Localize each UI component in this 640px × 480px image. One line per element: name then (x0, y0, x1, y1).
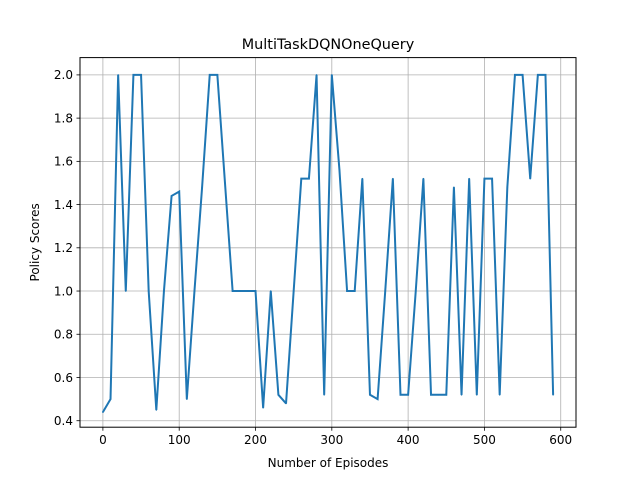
data-point (323, 393, 325, 396)
y-tick-label: 0.8 (54, 328, 73, 342)
data-point (468, 177, 470, 180)
data-point (163, 290, 165, 292)
x-tick-label: 600 (549, 433, 572, 447)
data-point (124, 290, 127, 292)
y-axis-label: Policy Scores (28, 203, 42, 281)
x-tick-label: 100 (168, 433, 191, 447)
data-point (376, 398, 379, 400)
x-axis-label: Number of Episodes (268, 456, 389, 470)
data-point (277, 393, 280, 396)
data-point (231, 290, 234, 292)
data-point (460, 393, 463, 396)
data-point (483, 177, 486, 180)
y-tick-label: 2.0 (54, 68, 73, 82)
data-point (216, 74, 219, 76)
data-point (140, 74, 142, 76)
data-point (102, 411, 104, 413)
data-point (346, 290, 348, 292)
x-tick-label: 400 (397, 433, 420, 447)
data-point (254, 290, 257, 292)
data-point (193, 290, 196, 292)
data-point (537, 74, 539, 76)
data-point (521, 74, 524, 76)
data-point (552, 393, 554, 396)
y-tick-label: 0.4 (54, 414, 73, 428)
data-point (300, 177, 303, 180)
data-point (208, 74, 211, 76)
data-point (201, 186, 203, 189)
series-line (102, 73, 555, 413)
data-point (399, 393, 402, 396)
data-point (422, 177, 425, 180)
data-point (369, 393, 371, 396)
data-point (262, 406, 264, 409)
data-point (498, 393, 501, 396)
data-point (361, 177, 364, 180)
data-point (529, 177, 532, 180)
data-point (224, 182, 226, 184)
ticks: 0 100 200 300 400 500 600 0.4 0.6 0.8 1.0 1.2 1.4 1.6… (54, 68, 572, 447)
data-point (308, 177, 310, 180)
data-point (445, 393, 448, 396)
data-point (315, 74, 318, 76)
data-point (437, 393, 440, 396)
chart-title: MultiTaskDQNOneQuery (242, 37, 415, 53)
data-point (353, 290, 356, 292)
data-point (414, 290, 417, 292)
data-point (147, 290, 150, 292)
x-tick-label: 300 (320, 433, 343, 447)
data-point (331, 74, 333, 76)
data-point (384, 290, 387, 292)
data-point (247, 290, 249, 292)
data-point (186, 398, 188, 400)
x-tick-label: 0 (99, 433, 107, 447)
data-point (453, 186, 455, 189)
x-tick-label: 500 (473, 433, 496, 447)
data-point (155, 409, 158, 411)
data-point (476, 393, 478, 396)
data-point (292, 290, 295, 292)
data-point (269, 290, 272, 292)
series-layer (102, 73, 555, 413)
data-point (392, 177, 394, 180)
y-tick-label: 1.6 (54, 155, 73, 169)
y-tick-label: 1.4 (54, 198, 73, 212)
plot-frame (79, 57, 577, 428)
x-tick-label: 200 (244, 433, 267, 447)
data-point (285, 402, 287, 405)
y-tick-label: 0.6 (54, 371, 73, 385)
y-tick-label: 1.0 (54, 284, 73, 298)
y-tick-label: 1.2 (54, 241, 73, 255)
data-point (178, 190, 180, 193)
data-point (170, 195, 173, 197)
data-point (132, 74, 135, 76)
data-point (117, 74, 119, 76)
data-point (544, 74, 547, 76)
data-point (407, 393, 409, 396)
data-point (506, 186, 509, 189)
data-point (491, 177, 493, 180)
data-point (338, 169, 341, 171)
data-point (109, 398, 112, 400)
data-point (430, 393, 432, 396)
grid (80, 57, 576, 428)
y-tick-label: 1.8 (54, 111, 73, 125)
data-point (239, 290, 242, 292)
data-point (514, 74, 516, 76)
